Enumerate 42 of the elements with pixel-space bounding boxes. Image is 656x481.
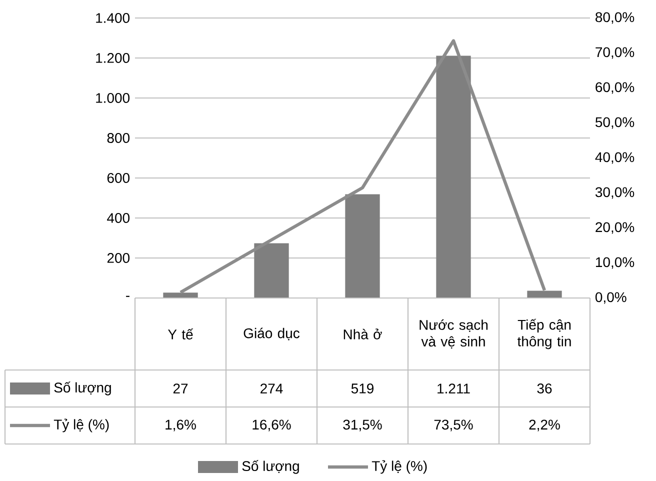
data-label: 27	[173, 384, 188, 394]
y-tick-label: 800	[107, 133, 130, 143]
data-label: 2,2%	[529, 420, 560, 432]
x-tick-label: Nhà ở	[344, 328, 382, 340]
y-tick-label: -	[126, 296, 130, 297]
bar	[436, 56, 471, 298]
y2-tick-label: 20,0%	[596, 222, 634, 234]
text: Số lượng	[242, 460, 299, 474]
bar	[163, 292, 198, 298]
data-label: 31,5%	[343, 420, 382, 432]
y2-tick-label: 0,0%	[595, 292, 626, 304]
legend-label: Số lượng	[54, 382, 111, 396]
y2-tick-label: 40,0%	[595, 152, 634, 164]
y2-tick-label: 50,0%	[595, 117, 634, 129]
y-tick-label: 1.400	[96, 13, 130, 23]
data-label: 1,6%	[166, 420, 196, 432]
bar	[254, 243, 289, 298]
y-tick-label: 200	[107, 253, 130, 263]
bar	[345, 194, 380, 298]
line-series	[178, 39, 546, 294]
x-tick-label: Nước sạch và vệ sinh	[420, 319, 488, 349]
y-tick-label: 1.000	[96, 93, 130, 103]
data-label: 1.211	[438, 384, 470, 394]
y-tick-label: 600	[107, 173, 130, 183]
y2-tick-label: 30,0%	[595, 187, 634, 199]
y-tick-label: 1.200	[96, 53, 130, 63]
legend-label: Tỷ lệ (%)	[54, 418, 109, 432]
y2-tick-label: 60,0%	[596, 82, 634, 94]
y2-tick-label: 70,0%	[596, 47, 634, 59]
data-label: 16,6%	[252, 420, 291, 432]
y-tick-label: 400	[107, 213, 130, 223]
data-label: 274	[260, 384, 283, 394]
y2-tick-label: 80,0%	[596, 12, 634, 24]
y2-tick-label: 10,0%	[596, 257, 634, 269]
x-tick-label: Y tế	[168, 328, 194, 340]
x-tick-label: Giáo dục	[244, 328, 300, 340]
data-label: 73,5%	[434, 420, 473, 432]
bar	[527, 290, 562, 298]
x-tick-label: Tiếp cận thông tin	[517, 318, 571, 350]
data-label: 36	[537, 384, 552, 394]
text: Tỷ lệ (%)	[372, 460, 427, 474]
data-label: 519	[351, 384, 374, 394]
